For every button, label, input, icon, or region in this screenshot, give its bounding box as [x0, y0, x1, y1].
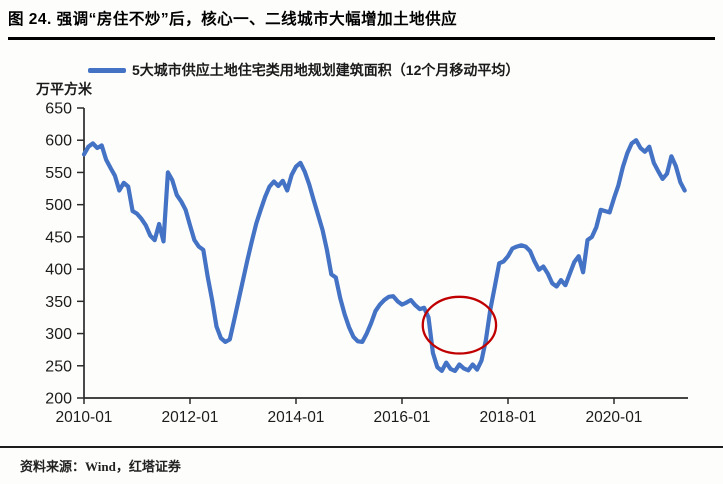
chart-legend: 5大城市供应土地住宅类用地规划建筑面积（12个月移动平均） — [88, 60, 519, 80]
x-tick-label: 2014-01 — [268, 409, 325, 426]
x-tick-label: 2010-01 — [56, 409, 113, 426]
title-underline — [8, 37, 715, 40]
y-axis-unit-label: 万平方米 — [36, 81, 92, 97]
legend-line-swatch — [88, 67, 126, 73]
legend-series-label: 5大城市供应土地住宅类用地规划建筑面积（12个月移动平均） — [132, 62, 520, 78]
x-tick-label: 2012-01 — [162, 409, 219, 426]
y-tick-label: 450 — [45, 229, 72, 246]
figure-title: 图 24. 强调“房住不炒”后，核心一、二线城市大幅增加土地供应 — [8, 11, 458, 28]
axis-lines — [83, 108, 688, 399]
y-tick-label: 550 — [45, 165, 72, 182]
x-tick-label: 2016-01 — [374, 409, 431, 426]
y-tick-label: 600 — [45, 133, 72, 150]
x-tick-label: 2018-01 — [480, 409, 537, 426]
y-tick-label: 200 — [45, 391, 72, 408]
x-tick-label: 2020-01 — [586, 409, 643, 426]
y-tick-label: 400 — [45, 262, 72, 279]
y-tick-label: 250 — [45, 358, 72, 375]
y-tick-label: 300 — [45, 326, 72, 343]
highlight-ellipse-annotation — [421, 295, 498, 355]
y-tick-label: 350 — [45, 294, 72, 311]
footer-divider — [0, 446, 723, 448]
data-source-text: 资料来源：Wind，红塔证券 — [20, 459, 181, 474]
y-tick-label: 500 — [45, 197, 72, 214]
data-series-line — [81, 138, 687, 373]
y-tick-label: 650 — [45, 101, 72, 118]
